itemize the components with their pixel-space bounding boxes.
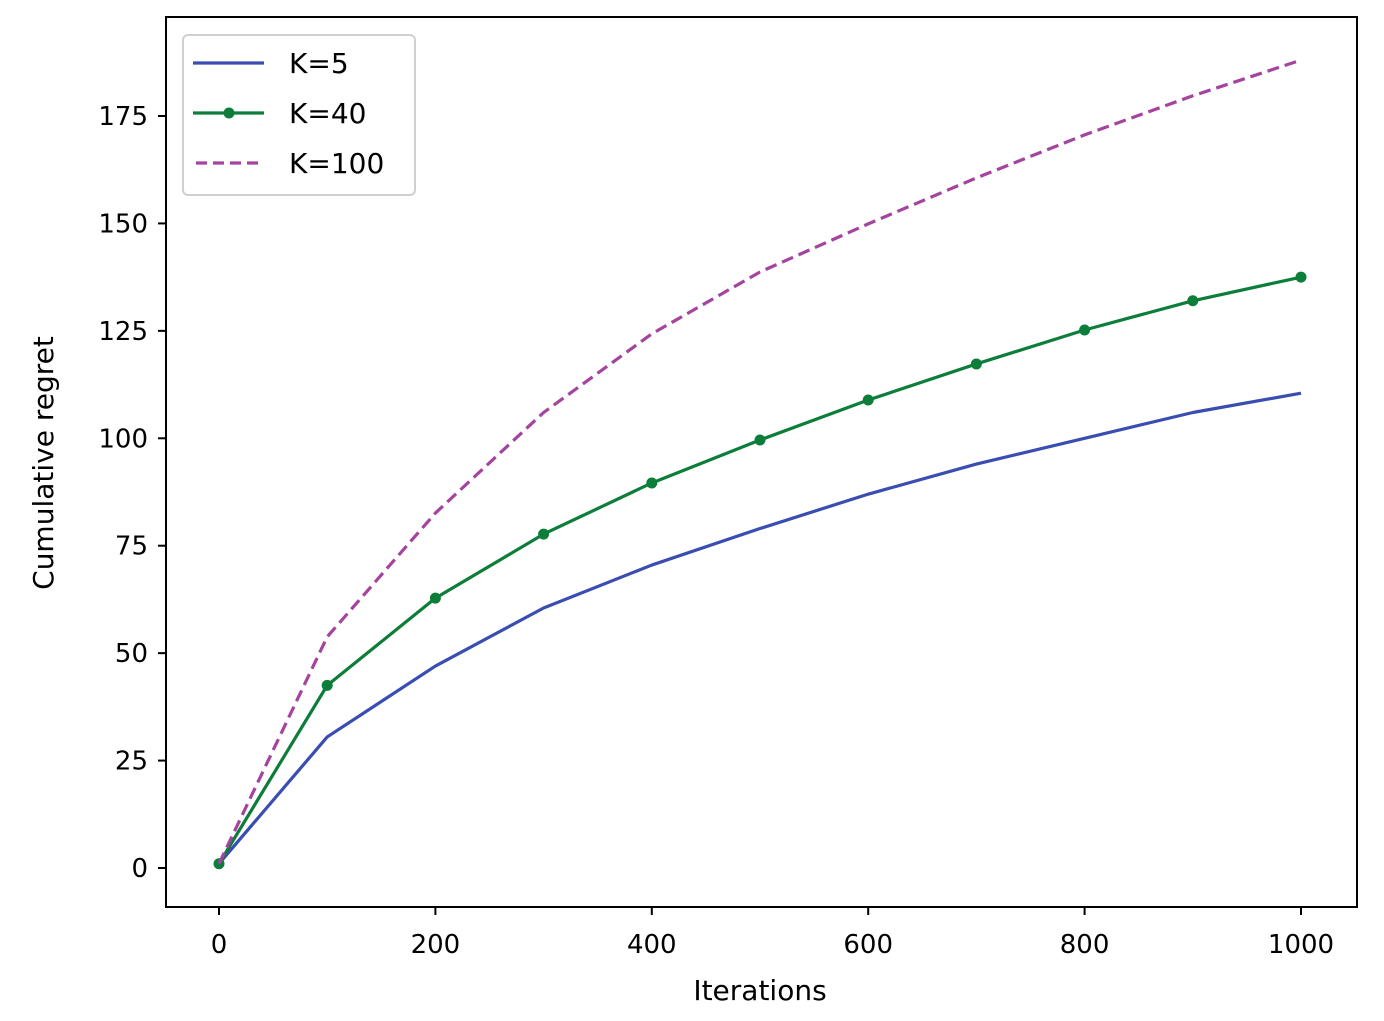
y-tick-label: 75 [115, 532, 148, 562]
legend-label: K=5 [289, 47, 349, 80]
x-tick-label: 400 [627, 930, 677, 960]
y-tick-label: 150 [98, 209, 148, 239]
data-point-marker [538, 528, 550, 540]
data-point-marker [321, 679, 333, 691]
x-tick-label: 0 [211, 930, 228, 960]
y-axis-ticks: 0 25 50 75 100 125 150 175 [98, 102, 166, 884]
x-axis-label: Iterations [693, 974, 826, 1007]
data-point-marker [862, 394, 874, 406]
x-axis-ticks: 0 200 400 600 800 1000 [211, 907, 1334, 960]
y-axis-label: Cumulative regret [27, 336, 60, 590]
y-tick-label: 125 [98, 317, 148, 347]
y-tick-label: 50 [115, 639, 148, 669]
data-point-marker [429, 592, 441, 604]
plot-lines [213, 58, 1307, 870]
y-tick-label: 175 [98, 102, 148, 132]
legend-label: K=40 [289, 97, 366, 130]
x-tick-label: 200 [411, 930, 461, 960]
series-line-k-40 [217, 275, 1302, 865]
legend-marker [223, 107, 235, 119]
series-line-k-5 [217, 391, 1302, 865]
data-point-marker [1079, 324, 1091, 336]
data-point-marker [1295, 271, 1307, 283]
y-tick-label: 25 [115, 747, 148, 777]
x-tick-label: 600 [843, 930, 893, 960]
data-point-marker [970, 358, 982, 370]
legend-label: K=100 [289, 147, 384, 180]
data-point-marker [646, 477, 658, 489]
x-tick-label: 800 [1060, 930, 1110, 960]
data-point-marker [754, 434, 766, 446]
y-tick-label: 100 [98, 424, 148, 454]
series-line-k-100 [217, 58, 1302, 865]
x-tick-label: 1000 [1268, 930, 1334, 960]
y-tick-label: 0 [131, 854, 148, 884]
legend: K=5 K=40 K=100 [182, 34, 416, 196]
plot-frame [165, 16, 1358, 908]
data-point-marker [1187, 295, 1199, 307]
legend-box [182, 34, 416, 196]
